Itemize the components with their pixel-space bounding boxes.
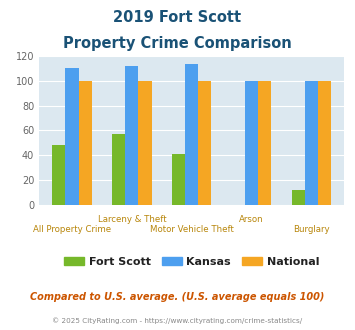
Bar — [258, 81, 271, 205]
Text: Burglary: Burglary — [293, 225, 330, 234]
Text: © 2025 CityRating.com - https://www.cityrating.com/crime-statistics/: © 2025 CityRating.com - https://www.city… — [53, 317, 302, 324]
Bar — [318, 81, 331, 205]
Text: Arson: Arson — [239, 215, 264, 224]
Text: All Property Crime: All Property Crime — [33, 225, 111, 234]
Bar — [125, 66, 138, 205]
Legend: Fort Scott, Kansas, National: Fort Scott, Kansas, National — [60, 252, 323, 271]
Bar — [305, 81, 318, 205]
Bar — [78, 81, 92, 205]
Bar — [52, 145, 65, 205]
Text: Property Crime Comparison: Property Crime Comparison — [63, 36, 292, 51]
Bar — [292, 190, 305, 205]
Text: Compared to U.S. average. (U.S. average equals 100): Compared to U.S. average. (U.S. average … — [30, 292, 325, 302]
Text: 2019 Fort Scott: 2019 Fort Scott — [114, 10, 241, 25]
Text: Motor Vehicle Theft: Motor Vehicle Theft — [150, 225, 234, 234]
Bar — [245, 81, 258, 205]
Bar — [198, 81, 212, 205]
Bar — [185, 63, 198, 205]
Bar — [172, 154, 185, 205]
Text: Larceny & Theft: Larceny & Theft — [98, 215, 166, 224]
Bar — [65, 69, 78, 205]
Bar — [112, 134, 125, 205]
Bar — [138, 81, 152, 205]
